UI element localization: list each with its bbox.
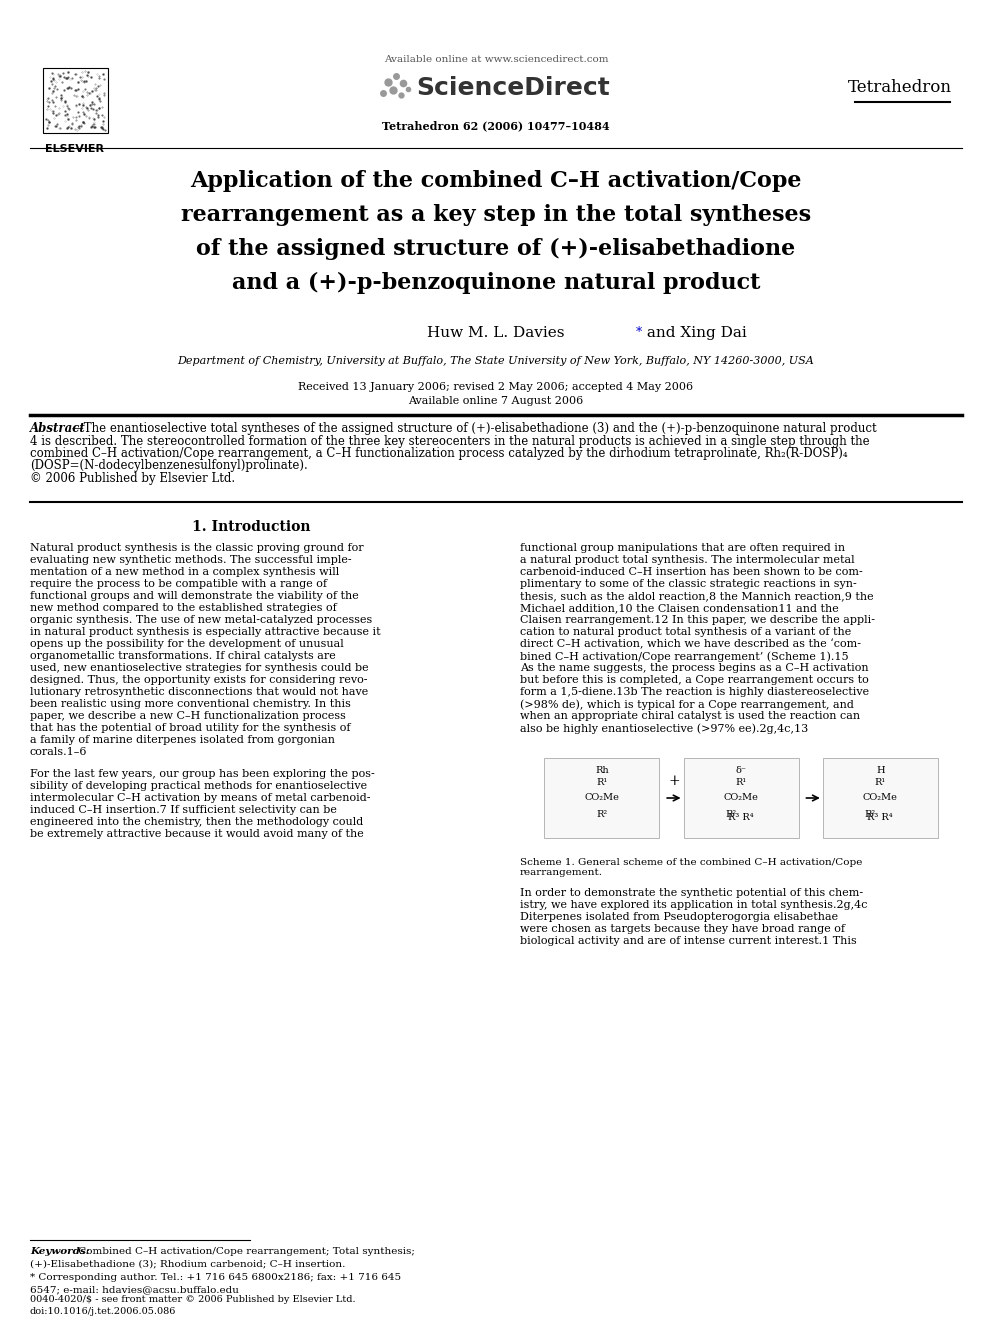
Text: H: H	[876, 766, 885, 775]
Text: direct C–H activation, which we have described as the ‘com-: direct C–H activation, which we have des…	[520, 639, 861, 650]
Text: cation to natural product total synthesis of a variant of the: cation to natural product total synthesi…	[520, 627, 851, 636]
Text: 4 is described. The stereocontrolled formation of the three key stereocenters in: 4 is described. The stereocontrolled for…	[30, 434, 870, 447]
Text: carbenoid-induced C–H insertion has been shown to be com-: carbenoid-induced C–H insertion has been…	[520, 568, 863, 577]
Text: Rh: Rh	[595, 766, 608, 775]
Text: that has the potential of broad utility for the synthesis of: that has the potential of broad utility …	[30, 722, 350, 733]
Text: be extremely attractive because it would avoid many of the: be extremely attractive because it would…	[30, 830, 364, 839]
Text: R¹: R¹	[735, 778, 747, 787]
Text: 6547; e-mail: hdavies@acsu.buffalo.edu: 6547; e-mail: hdavies@acsu.buffalo.edu	[30, 1285, 239, 1294]
Text: Department of Chemistry, University at Buffalo, The State University of New York: Department of Chemistry, University at B…	[178, 356, 814, 366]
Text: ScienceDirect: ScienceDirect	[416, 75, 610, 101]
Text: (DOSP=(N-dodecylbenzenesulfonyl)prolinate).: (DOSP=(N-dodecylbenzenesulfonyl)prolinat…	[30, 459, 308, 472]
Text: (+)-Elisabethadione (3); Rhodium carbenoid; C–H insertion.: (+)-Elisabethadione (3); Rhodium carbeno…	[30, 1259, 345, 1267]
Text: Received 13 January 2006; revised 2 May 2006; accepted 4 May 2006: Received 13 January 2006; revised 2 May …	[299, 382, 693, 392]
Text: sibility of developing practical methods for enantioselective: sibility of developing practical methods…	[30, 781, 367, 791]
Text: paper, we describe a new C–H functionalization process: paper, we describe a new C–H functionali…	[30, 710, 346, 721]
Text: Claisen rearrangement.12 In this paper, we describe the appli-: Claisen rearrangement.12 In this paper, …	[520, 615, 875, 624]
Text: biological activity and are of intense current interest.1 This: biological activity and are of intense c…	[520, 935, 857, 946]
Text: combined C–H activation/Cope rearrangement, a C–H functionalization process cata: combined C–H activation/Cope rearrangeme…	[30, 447, 847, 460]
Text: 0040-4020/$ - see front matter © 2006 Published by Elsevier Ltd.: 0040-4020/$ - see front matter © 2006 Pu…	[30, 1295, 355, 1304]
Text: organic synthesis. The use of new metal-catalyzed processes: organic synthesis. The use of new metal-…	[30, 615, 372, 624]
Text: Huw M. L. Davies: Huw M. L. Davies	[428, 325, 564, 340]
Text: a family of marine diterpenes isolated from gorgonian: a family of marine diterpenes isolated f…	[30, 736, 335, 745]
Text: CO₂Me: CO₂Me	[723, 792, 759, 802]
Text: require the process to be compatible with a range of: require the process to be compatible wit…	[30, 579, 327, 589]
Text: plimentary to some of the classic strategic reactions in syn-: plimentary to some of the classic strate…	[520, 579, 857, 589]
Text: R³ R⁴: R³ R⁴	[728, 814, 754, 822]
Text: 1. Introduction: 1. Introduction	[191, 520, 310, 534]
Text: istry, we have explored its application in total synthesis.2g,4c: istry, we have explored its application …	[520, 900, 867, 910]
Text: rearrangement as a key step in the total syntheses: rearrangement as a key step in the total…	[181, 204, 811, 226]
Text: functional group manipulations that are often required in: functional group manipulations that are …	[520, 542, 845, 553]
Text: bined C–H activation/Cope rearrangement’ (Scheme 1).15: bined C–H activation/Cope rearrangement’…	[520, 651, 848, 662]
Text: As the name suggests, the process begins as a C–H activation: As the name suggests, the process begins…	[520, 663, 869, 673]
Text: Natural product synthesis is the classic proving ground for: Natural product synthesis is the classic…	[30, 542, 364, 553]
Bar	[683, 758, 799, 837]
Text: Diterpenes isolated from Pseudopterogorgia elisabethae: Diterpenes isolated from Pseudopterogorg…	[520, 912, 838, 922]
Text: Scheme 1. General scheme of the combined C–H activation/Cope
rearrangement.: Scheme 1. General scheme of the combined…	[520, 859, 862, 877]
Text: when an appropriate chiral catalyst is used the reaction can: when an appropriate chiral catalyst is u…	[520, 710, 860, 721]
Text: mentation of a new method in a complex synthesis will: mentation of a new method in a complex s…	[30, 568, 339, 577]
Text: R³ R⁴: R³ R⁴	[867, 814, 893, 822]
Text: Tetrahedron: Tetrahedron	[848, 79, 952, 97]
Text: R¹: R¹	[875, 778, 886, 787]
Text: Application of the combined C–H activation/Cope: Application of the combined C–H activati…	[190, 169, 802, 192]
Text: Abstract: Abstract	[30, 422, 85, 435]
Text: Available online at www.sciencedirect.com: Available online at www.sciencedirect.co…	[384, 56, 608, 64]
Text: functional groups and will demonstrate the viability of the: functional groups and will demonstrate t…	[30, 591, 359, 601]
Text: induced C–H insertion.7 If sufficient selectivity can be: induced C–H insertion.7 If sufficient se…	[30, 804, 337, 815]
Text: For the last few years, our group has been exploring the pos-: For the last few years, our group has be…	[30, 769, 375, 779]
Text: of the assigned structure of (+)-elisabethadione: of the assigned structure of (+)-elisabe…	[196, 238, 796, 261]
Text: δ⁻: δ⁻	[735, 766, 747, 775]
Text: engineered into the chemistry, then the methodology could: engineered into the chemistry, then the …	[30, 818, 363, 827]
Text: Combined C–H activation/Cope rearrangement; Total synthesis;: Combined C–H activation/Cope rearrangeme…	[75, 1248, 415, 1256]
Text: * Corresponding author. Tel.: +1 716 645 6800x2186; fax: +1 716 645: * Corresponding author. Tel.: +1 716 645…	[30, 1273, 401, 1282]
Text: evaluating new synthetic methods. The successful imple-: evaluating new synthetic methods. The su…	[30, 556, 351, 565]
Text: and Xing Dai: and Xing Dai	[642, 325, 747, 340]
Text: corals.1–6: corals.1–6	[30, 747, 87, 757]
Text: ELSEVIER: ELSEVIER	[46, 144, 104, 153]
Text: R²: R²	[596, 810, 607, 819]
Text: form a 1,5-diene.13b The reaction is highly diastereoselective: form a 1,5-diene.13b The reaction is hig…	[520, 687, 869, 697]
Text: and a (+)-p-benzoquinone natural product: and a (+)-p-benzoquinone natural product	[232, 273, 760, 294]
Text: Michael addition,10 the Claisen condensation11 and the: Michael addition,10 the Claisen condensa…	[520, 603, 839, 613]
Text: CO₂Me: CO₂Me	[584, 792, 619, 802]
Text: R¹: R¹	[596, 778, 607, 787]
Text: In order to demonstrate the synthetic potential of this chem-: In order to demonstrate the synthetic po…	[520, 888, 863, 898]
Bar	[822, 758, 937, 837]
Text: *: *	[636, 325, 642, 339]
Text: a natural product total synthesis. The intermolecular metal: a natural product total synthesis. The i…	[520, 556, 855, 565]
Text: intermolecular C–H activation by means of metal carbenoid-: intermolecular C–H activation by means o…	[30, 792, 370, 803]
Text: lutionary retrosynthetic disconnections that would not have: lutionary retrosynthetic disconnections …	[30, 687, 368, 697]
Text: used, new enantioselective strategies for synthesis could be: used, new enantioselective strategies fo…	[30, 663, 369, 673]
Text: Keywords:: Keywords:	[30, 1248, 89, 1256]
Text: doi:10.1016/j.tet.2006.05.086: doi:10.1016/j.tet.2006.05.086	[30, 1307, 177, 1316]
Text: were chosen as targets because they have broad range of: were chosen as targets because they have…	[520, 923, 845, 934]
Text: —The enantioselective total syntheses of the assigned structure of (+)-elisabeth: —The enantioselective total syntheses of…	[72, 422, 877, 435]
Text: CO₂Me: CO₂Me	[863, 792, 898, 802]
Text: also be highly enantioselective (>97% ee).2g,4c,13: also be highly enantioselective (>97% ee…	[520, 722, 808, 733]
Text: R²: R²	[725, 810, 737, 819]
Text: Available online 7 August 2006: Available online 7 August 2006	[409, 396, 583, 406]
Bar	[545, 758, 660, 837]
Bar	[43, 67, 108, 134]
Text: © 2006 Published by Elsevier Ltd.: © 2006 Published by Elsevier Ltd.	[30, 472, 235, 486]
Text: organometallic transformations. If chiral catalysts are: organometallic transformations. If chira…	[30, 651, 335, 662]
Text: designed. Thus, the opportunity exists for considering revo-: designed. Thus, the opportunity exists f…	[30, 675, 367, 685]
Text: in natural product synthesis is especially attractive because it: in natural product synthesis is especial…	[30, 627, 381, 636]
Text: R²: R²	[865, 810, 876, 819]
Text: +: +	[668, 774, 680, 789]
Text: been realistic using more conventional chemistry. In this: been realistic using more conventional c…	[30, 699, 351, 709]
Text: opens up the possibility for the development of unusual: opens up the possibility for the develop…	[30, 639, 344, 650]
Text: but before this is completed, a Cope rearrangement occurs to: but before this is completed, a Cope rea…	[520, 675, 869, 685]
Text: Tetrahedron 62 (2006) 10477–10484: Tetrahedron 62 (2006) 10477–10484	[382, 120, 610, 131]
Text: thesis, such as the aldol reaction,8 the Mannich reaction,9 the: thesis, such as the aldol reaction,8 the…	[520, 591, 874, 601]
Text: new method compared to the established strategies of: new method compared to the established s…	[30, 603, 336, 613]
Text: (>98% de), which is typical for a Cope rearrangement, and: (>98% de), which is typical for a Cope r…	[520, 699, 854, 709]
